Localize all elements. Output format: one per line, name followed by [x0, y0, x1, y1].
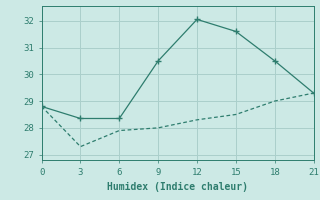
X-axis label: Humidex (Indice chaleur): Humidex (Indice chaleur) — [107, 182, 248, 192]
